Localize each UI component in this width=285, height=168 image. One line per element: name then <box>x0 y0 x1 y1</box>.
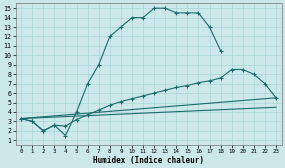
X-axis label: Humidex (Indice chaleur): Humidex (Indice chaleur) <box>93 156 204 164</box>
